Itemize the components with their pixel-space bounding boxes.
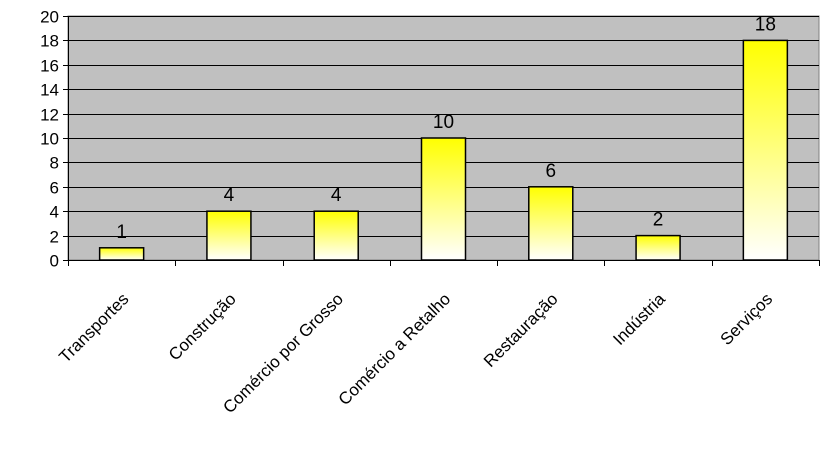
y-tick-label: 20 xyxy=(40,8,59,27)
y-tick-label: 16 xyxy=(40,57,59,76)
y-tick-label: 14 xyxy=(40,81,59,100)
bar xyxy=(420,137,467,261)
category-label: Comércio por Grosso xyxy=(219,289,347,417)
axes xyxy=(63,16,820,266)
y-tick-label: 0 xyxy=(50,252,59,271)
category-label: Comércio a Retalho xyxy=(335,289,455,409)
y-tick-label: 6 xyxy=(50,179,59,198)
data-label: 1 xyxy=(116,222,127,243)
data-label: 4 xyxy=(331,185,342,206)
category-label: Serviços xyxy=(717,289,777,349)
data-label: 4 xyxy=(224,185,235,206)
data-label: 10 xyxy=(433,112,454,133)
y-tick-label: 10 xyxy=(40,130,59,149)
data-label: 6 xyxy=(545,161,556,182)
gridlines xyxy=(68,16,819,237)
bar xyxy=(206,210,252,261)
category-label: Indústria xyxy=(609,289,669,349)
y-tick-labels: 0 2 4 6 8 10 12 14 16 18 20 xyxy=(40,8,59,271)
y-tick-label: 12 xyxy=(40,106,59,125)
data-label: 2 xyxy=(653,210,664,231)
y-tick-label: 2 xyxy=(50,228,59,247)
data-label: 18 xyxy=(755,14,776,35)
bar xyxy=(98,247,145,261)
bar xyxy=(635,234,681,261)
y-tick-label: 4 xyxy=(50,203,59,222)
data-labels: 1 4 4 10 6 2 18 xyxy=(116,14,776,242)
y-tick-label: 18 xyxy=(40,32,59,51)
category-label: Transportes xyxy=(55,289,132,366)
category-label: Construção xyxy=(165,289,240,364)
bar xyxy=(313,210,359,261)
category-label: Restauração xyxy=(480,289,562,371)
bar xyxy=(742,39,789,261)
bar xyxy=(528,186,574,261)
bars xyxy=(98,39,789,261)
y-tick-label: 8 xyxy=(50,154,59,173)
